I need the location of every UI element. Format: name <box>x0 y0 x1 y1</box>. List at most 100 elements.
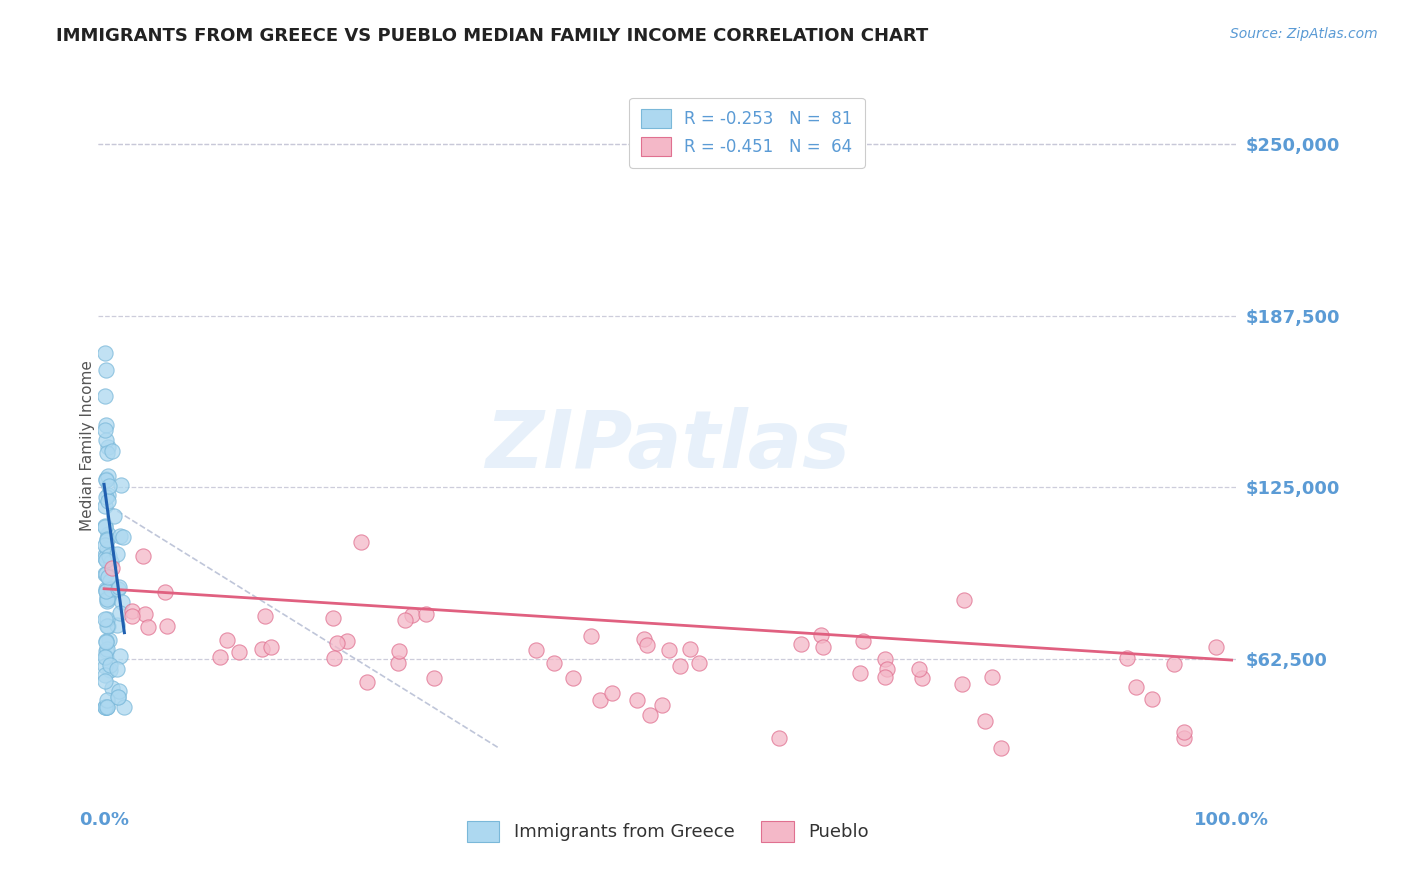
Point <box>953 592 976 607</box>
Point <box>156 618 179 632</box>
Point <box>96 693 118 707</box>
Point <box>98 549 121 564</box>
Point <box>394 613 416 627</box>
Point <box>107 582 129 597</box>
Point <box>96 434 118 448</box>
Point <box>97 468 120 483</box>
Point <box>134 607 156 622</box>
Point <box>108 648 131 663</box>
Point <box>96 699 118 714</box>
Point <box>98 574 121 588</box>
Point <box>658 643 681 657</box>
Point <box>94 635 117 649</box>
Point <box>108 529 131 543</box>
Point <box>669 658 692 673</box>
Point <box>875 671 897 685</box>
Point <box>94 699 117 714</box>
Point <box>94 659 117 673</box>
Point <box>94 390 117 404</box>
Point <box>415 607 437 621</box>
Point <box>96 699 118 714</box>
Point <box>96 612 118 626</box>
Point <box>107 617 129 632</box>
Point <box>94 552 117 566</box>
Point <box>636 638 658 652</box>
Y-axis label: Median Family Income: Median Family Income <box>80 360 94 532</box>
Point <box>387 656 409 670</box>
Point <box>950 677 973 691</box>
Point <box>100 663 122 677</box>
Point <box>112 699 135 714</box>
Point <box>94 363 117 377</box>
Point <box>94 499 117 513</box>
Point <box>1205 640 1227 654</box>
Point <box>100 555 122 569</box>
Text: IMMIGRANTS FROM GREECE VS PUEBLO MEDIAN FAMILY INCOME CORRELATION CHART: IMMIGRANTS FROM GREECE VS PUEBLO MEDIAN … <box>56 27 928 45</box>
Point <box>981 670 1004 684</box>
Point <box>93 649 115 664</box>
Point <box>602 686 624 700</box>
Point <box>876 662 898 676</box>
Point <box>94 699 117 714</box>
Point <box>228 645 250 659</box>
Point <box>388 644 411 658</box>
Point <box>811 640 834 655</box>
Point <box>94 566 117 581</box>
Point <box>973 714 995 728</box>
Point <box>94 490 117 504</box>
Point <box>810 627 832 641</box>
Point <box>96 591 118 606</box>
Point <box>873 652 896 666</box>
Point <box>768 731 790 745</box>
Text: ZIPatlas: ZIPatlas <box>485 407 851 485</box>
Point <box>96 418 118 433</box>
Text: Source: ZipAtlas.com: Source: ZipAtlas.com <box>1230 27 1378 41</box>
Point <box>1125 680 1147 694</box>
Point <box>849 665 872 680</box>
Point <box>108 606 131 620</box>
Point <box>97 488 120 502</box>
Point <box>132 549 155 563</box>
Point <box>94 346 117 360</box>
Point <box>155 584 177 599</box>
Legend: Immigrants from Greece, Pueblo: Immigrants from Greece, Pueblo <box>457 812 879 851</box>
Point <box>96 583 118 598</box>
Point <box>253 609 276 624</box>
Point <box>638 708 661 723</box>
Point <box>136 620 159 634</box>
Point <box>1116 650 1139 665</box>
Point <box>93 699 115 714</box>
Point <box>215 632 238 647</box>
Point <box>97 527 120 541</box>
Point <box>651 698 673 713</box>
Point <box>250 642 273 657</box>
Point <box>112 530 135 544</box>
Point <box>97 591 120 606</box>
Point <box>1173 725 1195 739</box>
Point <box>94 582 117 597</box>
Point <box>100 582 122 597</box>
Point <box>107 690 129 704</box>
Point <box>94 424 117 438</box>
Point <box>103 508 125 523</box>
Point <box>96 641 118 656</box>
Point <box>94 650 117 665</box>
Point <box>96 566 118 581</box>
Point <box>100 658 122 673</box>
Point <box>97 479 120 493</box>
Point <box>93 548 115 562</box>
Point <box>633 632 655 646</box>
Point <box>688 657 710 671</box>
Point <box>423 671 446 685</box>
Point <box>94 518 117 533</box>
Point <box>336 634 359 648</box>
Point <box>100 681 122 695</box>
Point <box>96 446 118 460</box>
Point <box>97 493 120 508</box>
Point <box>579 629 602 643</box>
Point <box>96 542 118 557</box>
Point <box>852 634 875 648</box>
Point <box>93 538 115 552</box>
Point <box>322 650 344 665</box>
Point <box>589 693 612 707</box>
